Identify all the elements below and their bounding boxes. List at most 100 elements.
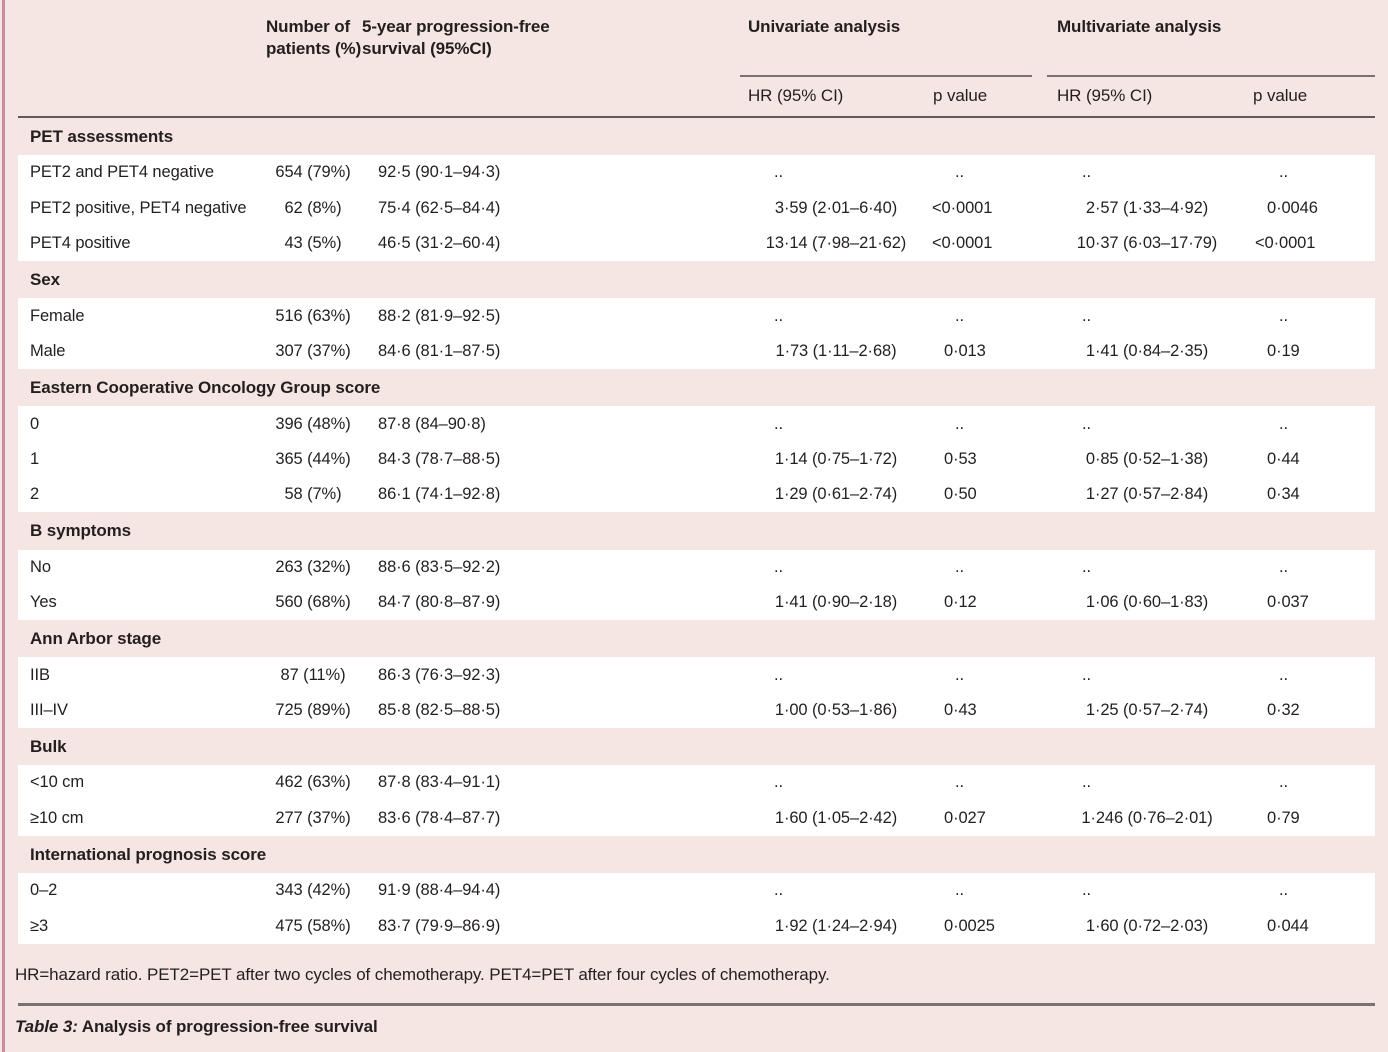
cell-uni-p: <0·0001 [932, 190, 1042, 226]
cell-patients: 343 (42%) [252, 873, 374, 909]
table-row: ≥10 cm 277 (37%) 83·6 (78·4–87·7) 1·60 (1·0… [18, 800, 1375, 836]
cell-survival: 83·7 (79·9–86·9) [374, 908, 740, 944]
cell-multi-p: 0·037 [1252, 584, 1375, 621]
cell-label: PET4 positive [18, 225, 252, 262]
table-row: 2 58 (7%) 86·1 (74·1–92·8) 1·29 (0·61–2·74)… [18, 476, 1375, 513]
table-row: <10 cm 462 (63%) 87·8 (83·4–91·1)........ [18, 765, 1375, 801]
cell-multi-hr: 1·27 (0·57–2·84) [1042, 476, 1252, 513]
cell-survival: 84·6 (81·1–87·5) [374, 333, 740, 370]
cell-uni-hr: 1·29 (0·61–2·74) [740, 476, 932, 513]
cell-label: No [18, 549, 252, 585]
cell-patients: 725 (89%) [252, 692, 374, 729]
cell-multi-p: 0·79 [1252, 800, 1375, 836]
table-row: III–IV 725 (89%) 85·8 (82·5–88·5) 1·00 (0·5… [18, 692, 1375, 729]
cell-survival: 88·2 (81·9–92·5) [374, 298, 740, 334]
cell-survival: 75·4 (62·5–84·4) [374, 190, 740, 226]
cell-patients: 43 (5%) [252, 225, 374, 262]
col-header-patients: Number of patients (%) [266, 17, 362, 59]
cell-label: 1 [18, 441, 252, 477]
cell-survival: 92·5 (90·1–94·3) [374, 155, 740, 191]
cell-multi-p: .. [1252, 765, 1375, 801]
cell-label: Male [18, 333, 252, 370]
cell-patients: 475 (58%) [252, 908, 374, 944]
cell-survival: 87·8 (84–90·8) [374, 406, 740, 442]
caption-label: Table 3: [15, 1016, 78, 1036]
cell-label: Yes [18, 584, 252, 621]
section-label: Sex [30, 269, 60, 289]
cell-survival: 84·7 (80·8–87·9) [374, 584, 740, 621]
cell-multi-p: <0·0001 [1252, 225, 1375, 262]
cell-uni-hr: 3·59 (2·01–6·40) [740, 190, 932, 226]
cell-uni-hr: .. [740, 657, 932, 693]
footnote: HR=hazard ratio. PET2=PET after two cycl… [15, 964, 830, 984]
cell-uni-hr: .. [740, 765, 932, 801]
subheader-univariate-hr: HR (95% CI) [748, 86, 844, 105]
section-label: Ann Arbor stage [30, 628, 162, 648]
cell-patients: 396 (48%) [252, 406, 374, 442]
cell-uni-hr: 1·60 (1·05–2·42) [740, 800, 932, 836]
col-header-survival: 5-year progression-free survival (95%CI) [362, 17, 550, 59]
cell-multi-hr: 1·41 (0·84–2·35) [1042, 333, 1252, 370]
cell-multi-p: .. [1252, 549, 1375, 585]
cell-uni-hr: 13·14 (7·98–21·62) [740, 225, 932, 262]
cell-uni-p: 0·50 [932, 476, 1042, 513]
cell-survival: 46·5 (31·2–60·4) [374, 225, 740, 262]
cell-multi-hr: .. [1042, 657, 1252, 693]
univariate-underline [740, 75, 1032, 77]
cell-patients: 462 (63%) [252, 765, 374, 801]
cell-uni-p: .. [932, 406, 1042, 442]
cell-uni-hr: 1·00 (0·53–1·86) [740, 692, 932, 729]
cell-uni-p: .. [932, 155, 1042, 191]
section-row: Ann Arbor stage [18, 620, 1375, 657]
cell-uni-hr: .. [740, 406, 932, 442]
analysis-table: PET assessments PET2 and PET4 negative 654… [18, 118, 1375, 944]
cell-uni-p: 0·0025 [932, 908, 1042, 944]
cell-label: PET2 positive, PET4 negative [18, 190, 252, 226]
section-row: B symptoms [18, 512, 1375, 549]
caption-divider [18, 1002, 1375, 1006]
cell-survival: 88·6 (83·5–92·2) [374, 549, 740, 585]
cell-multi-p: .. [1252, 155, 1375, 191]
table-row: PET4 positive 43 (5%) 46·5 (31·2–60·4) 13·1… [18, 225, 1375, 262]
cell-patients: 654 (79%) [252, 155, 374, 191]
cell-uni-p: 0·12 [932, 584, 1042, 621]
cell-multi-hr: .. [1042, 298, 1252, 334]
cell-survival: 91·9 (88·4–94·4) [374, 873, 740, 909]
cell-uni-hr: 1·92 (1·24–2·94) [740, 908, 932, 944]
cell-multi-hr: .. [1042, 155, 1252, 191]
cell-multi-p: 0·32 [1252, 692, 1375, 729]
cell-multi-p: .. [1252, 657, 1375, 693]
cell-uni-hr: .. [740, 549, 932, 585]
cell-multi-hr: 1·246 (0·76–2·01) [1042, 800, 1252, 836]
table-row: No 263 (32%) 88·6 (83·5–92·2)........ [18, 549, 1375, 585]
table-row: PET2 positive, PET4 negative 62 (8%) 75·4 … [18, 190, 1375, 226]
table-row: 0–2 343 (42%) 91·9 (88·4–94·4)........ [18, 873, 1375, 909]
multivariate-underline [1047, 75, 1375, 77]
section-row: Bulk [18, 728, 1375, 765]
cell-multi-hr: 1·25 (0·57–2·74) [1042, 692, 1252, 729]
caption-title: Analysis of progression-free survival [77, 1016, 378, 1036]
cell-multi-p: 0·0046 [1252, 190, 1375, 226]
cell-uni-hr: 1·14 (0·75–1·72) [740, 441, 932, 477]
cell-multi-hr: .. [1042, 765, 1252, 801]
subheader-multivariate-hr: HR (95% CI) [1057, 86, 1153, 105]
cell-multi-hr: .. [1042, 406, 1252, 442]
group-header-multivariate: Multivariate analysis [1057, 17, 1222, 36]
cell-uni-p: 0·43 [932, 692, 1042, 729]
cell-label: 2 [18, 476, 252, 513]
cell-survival: 83·6 (78·4–87·7) [374, 800, 740, 836]
cell-patients: 263 (32%) [252, 549, 374, 585]
cell-multi-p: 0·044 [1252, 908, 1375, 944]
section-label: Eastern Cooperative Oncology Group score [30, 377, 381, 397]
cell-uni-p: 0·53 [932, 441, 1042, 477]
cell-survival: 85·8 (82·5–88·5) [374, 692, 740, 729]
cell-uni-p: 0·027 [932, 800, 1042, 836]
table-row: Male 307 (37%) 84·6 (81·1–87·5) 1·73 (1·11–… [18, 333, 1375, 370]
cell-label: Female [18, 298, 252, 334]
section-label: International prognosis score [30, 844, 267, 864]
section-row: Sex [18, 261, 1375, 298]
cell-uni-p: .. [932, 657, 1042, 693]
cell-label: IIB [18, 657, 252, 693]
cell-patients: 62 (8%) [252, 190, 374, 226]
